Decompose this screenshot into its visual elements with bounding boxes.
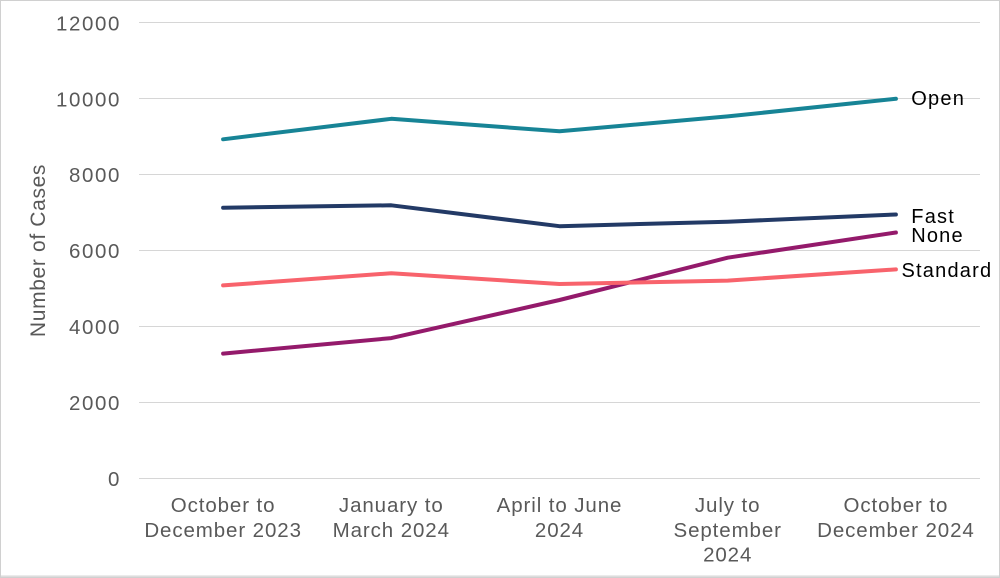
- svg-text:0: 0: [108, 468, 121, 491]
- svg-text:October to: October to: [171, 494, 276, 517]
- svg-text:Fast: Fast: [911, 206, 955, 228]
- svg-text:April to June: April to June: [497, 494, 623, 517]
- svg-text:2000: 2000: [69, 392, 121, 415]
- svg-text:Open: Open: [911, 88, 965, 110]
- svg-text:March 2024: March 2024: [333, 519, 450, 542]
- svg-text:8000: 8000: [69, 164, 121, 187]
- svg-text:Standard: Standard: [902, 260, 993, 282]
- svg-text:Number of Cases: Number of Cases: [27, 164, 50, 337]
- svg-text:July to: July to: [695, 494, 761, 517]
- svg-text:2024: 2024: [535, 519, 584, 542]
- svg-text:October to: October to: [844, 494, 949, 517]
- svg-text:2024: 2024: [703, 544, 752, 567]
- svg-text:September: September: [674, 519, 782, 542]
- svg-text:10000: 10000: [56, 88, 121, 111]
- svg-text:January to: January to: [339, 494, 444, 517]
- svg-text:December 2023: December 2023: [144, 519, 302, 542]
- svg-text:6000: 6000: [69, 240, 121, 263]
- svg-text:None: None: [911, 225, 964, 247]
- svg-text:4000: 4000: [69, 316, 121, 339]
- svg-text:12000: 12000: [56, 12, 121, 35]
- svg-text:December 2024: December 2024: [817, 519, 975, 542]
